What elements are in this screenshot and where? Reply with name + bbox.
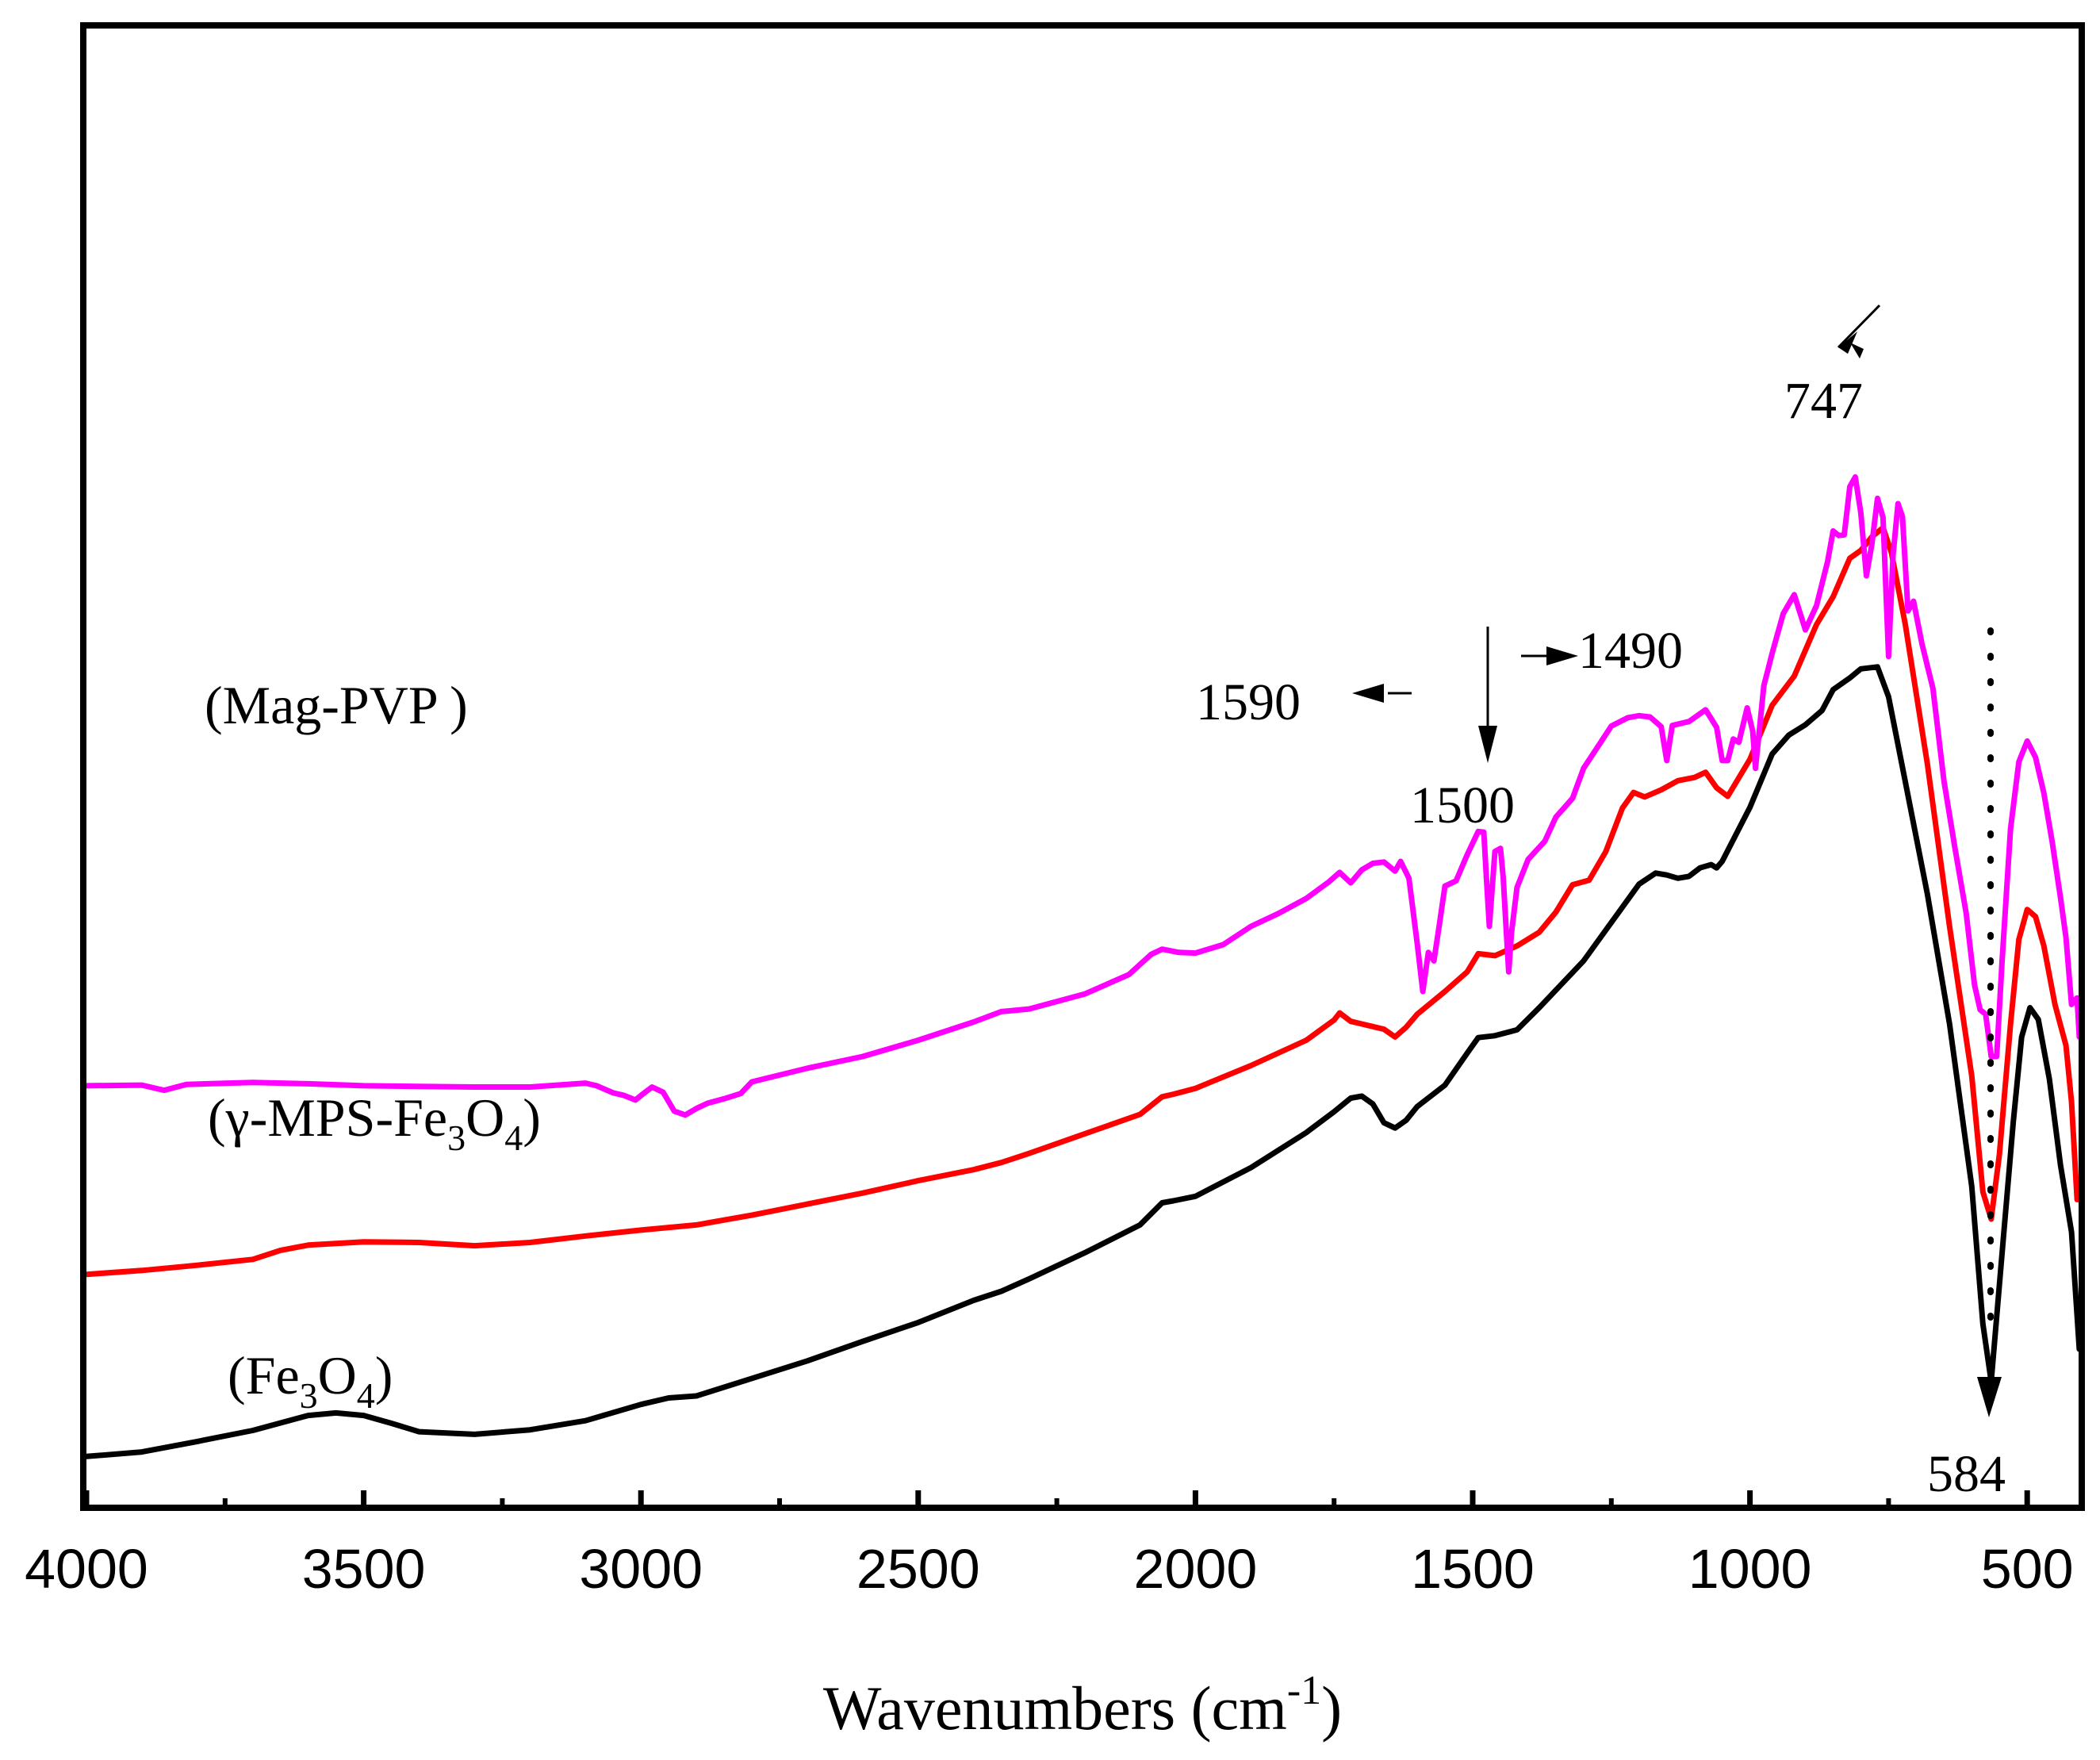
series-label-mps-fe3o4: (γ-MPS-Fe3O4) [208, 1087, 541, 1158]
annotation-label-1590: 1590 [1196, 673, 1301, 731]
annotation-label-1490: 1490 [1578, 622, 1683, 680]
x-tick-label-4000: 4000 [25, 1538, 148, 1600]
series-line--mps-fe3o4 [83, 524, 2083, 1278]
x-axis-ticks: 4000 3500 3000 2500 2000 1500 1000 500 [25, 1490, 2074, 1600]
annotation-arrow-747 [1837, 304, 1881, 349]
series-line-mag-pvp [83, 474, 2083, 1118]
x-tick-label-2500: 2500 [856, 1538, 980, 1600]
annotation-label-1500: 1500 [1410, 776, 1515, 834]
annotation-arrowhead-1500 [1478, 726, 1497, 763]
annotation-label-747: 747 [1784, 372, 1863, 430]
x-tick-label-1500: 1500 [1411, 1538, 1535, 1600]
series-label-mag-pvp: (Mag-PVP ) [205, 675, 468, 735]
annotation-arrowhead-1490 [1546, 646, 1578, 665]
x-tick-label-1000: 1000 [1688, 1538, 1812, 1600]
x-tick-label-3500: 3500 [302, 1538, 426, 1600]
annotation-layer [1352, 304, 2002, 1417]
plot-frame [80, 22, 2085, 1511]
x-axis-title: Wavenumbers (cm-1) [823, 1668, 1342, 1743]
series-line-fe3o4 [83, 664, 2083, 1459]
x-tick-label-500: 500 [1981, 1538, 2074, 1600]
annotation-arrowhead-747 [1850, 343, 1864, 359]
series-label-fe3o4: (Fe3O4) [228, 1345, 393, 1416]
x-tick-label-3000: 3000 [579, 1538, 703, 1600]
x-tick-label-2000: 2000 [1134, 1538, 1258, 1600]
annotation-label-584: 584 [1927, 1445, 2006, 1503]
series-layer [83, 474, 2083, 1459]
annotation-arrowhead-584 [1977, 1377, 2002, 1417]
annotation-arrowhead-1590 [1352, 684, 1384, 703]
annotation-arrowhead-747-tip [1838, 332, 1857, 354]
